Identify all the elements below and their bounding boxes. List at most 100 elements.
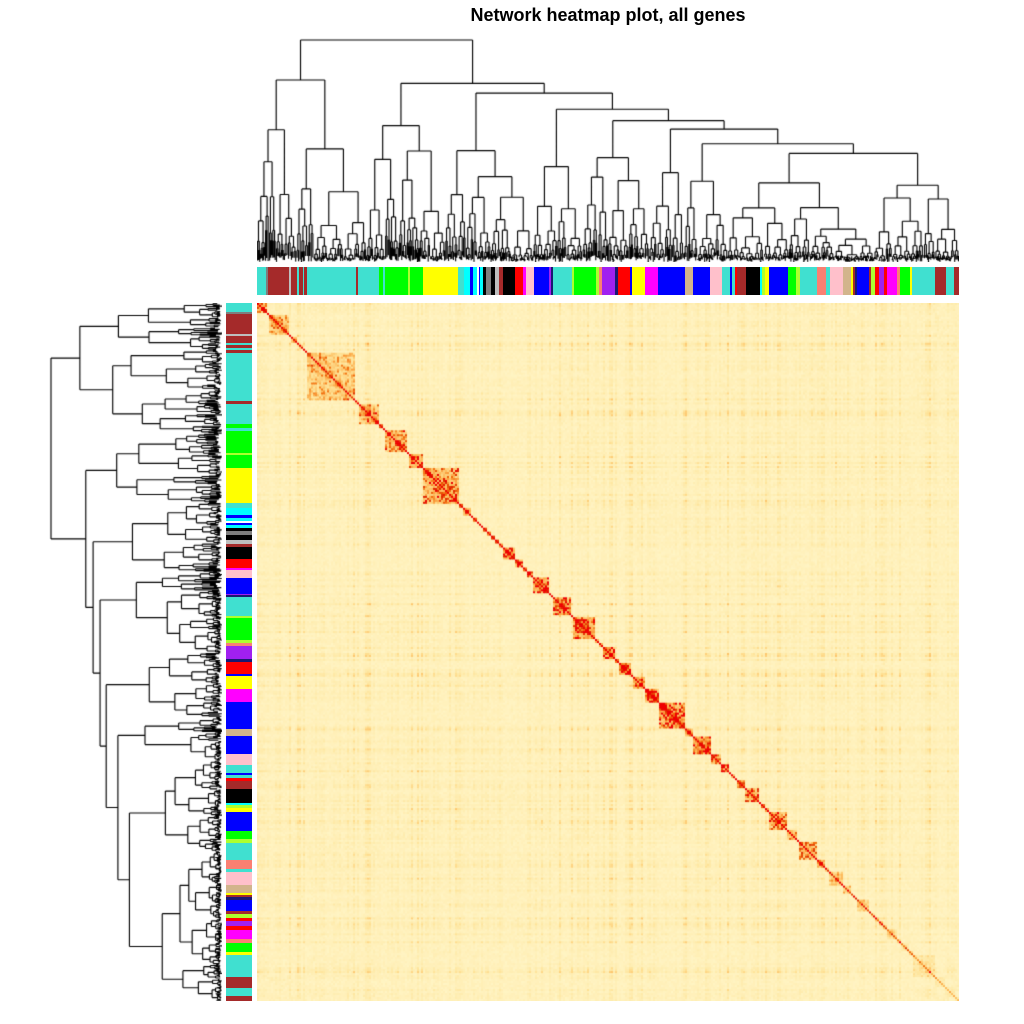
module-segment-red (226, 662, 252, 675)
module-segment-purple (602, 267, 616, 295)
module-segment-turquoise (226, 597, 252, 616)
module-segment-green (226, 830, 252, 839)
module-segment-turquoise (226, 868, 252, 873)
module-segment-yellow (226, 893, 252, 896)
module-segment-blue (478, 267, 481, 295)
module-segment-black (226, 535, 252, 540)
module-segment-turquoise (226, 352, 252, 402)
module-segment-tan (685, 267, 693, 295)
module-segment-salmon (817, 267, 826, 295)
module-segment-purple (878, 267, 884, 295)
module-segment-purple (226, 646, 252, 660)
module-segment-yellow (632, 267, 646, 295)
module-segment-greenyellow (226, 615, 252, 618)
module-segment-purple (226, 921, 252, 926)
module-segment-purple (549, 267, 552, 295)
module-segment-lightgrey (495, 267, 500, 295)
module-segment-magenta (226, 688, 252, 702)
module-segment-pink (226, 570, 252, 578)
module-segment-midnightblue (551, 267, 554, 295)
module-segment-yellow (226, 951, 252, 955)
module-segment-brown (226, 344, 252, 349)
module-segment-black (226, 547, 252, 560)
module-segment-green (226, 617, 252, 640)
module-segment-brown (298, 267, 303, 295)
module-segment-green (226, 430, 252, 453)
module-segment-tan (226, 728, 252, 737)
module-segment-pink (710, 267, 722, 295)
module-segment-turquoise (721, 267, 730, 295)
top-module-colorbar (257, 267, 959, 295)
module-segment-brown (268, 267, 289, 295)
module-segment-blue (226, 736, 252, 754)
module-segment-turquoise (912, 267, 935, 295)
module-segment-turquoise (358, 267, 379, 295)
top-dendrogram (257, 36, 959, 262)
module-segment-yellow (226, 675, 252, 689)
module-segment-green (573, 267, 596, 295)
module-segment-grey (486, 267, 491, 295)
module-segment-lightgrey (226, 539, 252, 544)
module-segment-brown (226, 543, 252, 548)
module-segment-turquoise (257, 267, 267, 295)
module-segment-turquoise (731, 267, 735, 295)
module-segment-red (226, 925, 252, 930)
module-segment-green (900, 267, 910, 295)
module-segment-turquoise (302, 267, 305, 295)
module-segment-red (226, 917, 252, 922)
module-segment-red (514, 267, 524, 295)
module-segment-blue (692, 267, 711, 295)
module-segment-brown (226, 976, 252, 988)
module-segment-green (409, 267, 423, 295)
module-segment-blue (729, 267, 732, 295)
module-segment-salmon (226, 938, 252, 943)
module-segment-turquoise (226, 502, 252, 509)
module-segment-turquoise (226, 403, 252, 425)
module-segment-yellow (765, 267, 770, 295)
module-segment-green (787, 267, 797, 295)
module-segment-brown (737, 267, 746, 295)
module-segment-turquoise (226, 842, 252, 861)
module-segment-blue (226, 701, 252, 729)
module-segment-brown (226, 780, 252, 789)
module-segment-midnightblue (226, 659, 252, 663)
module-segment-red (883, 267, 888, 295)
module-segment-blue (533, 267, 550, 295)
module-segment-red (618, 267, 631, 295)
module-segment-blue (226, 674, 252, 676)
module-segment-pink (526, 267, 534, 295)
module-segment-black (226, 527, 252, 531)
module-segment-turquoise (226, 427, 252, 431)
module-segment-brown (226, 996, 252, 1001)
plot-title: Network heatmap plot, all genes (470, 5, 746, 25)
module-segment-brown (868, 267, 872, 295)
module-segment-yellow (226, 467, 252, 503)
module-segment-cyan (463, 267, 471, 295)
module-segment-turquoise (945, 267, 955, 295)
module-segment-cyan (480, 267, 484, 295)
module-segment-grey (266, 267, 269, 295)
module-segment-yellow (226, 808, 252, 813)
module-segment-turquoise (226, 954, 252, 977)
module-segment-blue (226, 812, 252, 831)
module-segment-magenta (887, 267, 897, 295)
module-segment-yellow (909, 267, 913, 295)
module-segment-greenyellow (796, 267, 800, 295)
module-segment-brown (852, 267, 855, 295)
module-segment-midnightblue (615, 267, 619, 295)
module-segment-greenyellow (226, 639, 252, 643)
module-segment-purple (226, 593, 252, 596)
module-segment-pink (226, 753, 252, 765)
module-segment-greenyellow (226, 913, 252, 918)
module-segment-cyan (472, 267, 477, 295)
module-segment-green (226, 454, 252, 468)
module-segment-brown (355, 267, 359, 295)
module-segment-pink (226, 872, 252, 886)
module-segment-black (226, 788, 252, 803)
module-segment-brown (290, 267, 298, 295)
module-segment-red (226, 777, 252, 781)
module-segment-yellow (422, 267, 459, 295)
module-segment-magenta (226, 929, 252, 939)
module-segment-turquoise (553, 267, 572, 295)
